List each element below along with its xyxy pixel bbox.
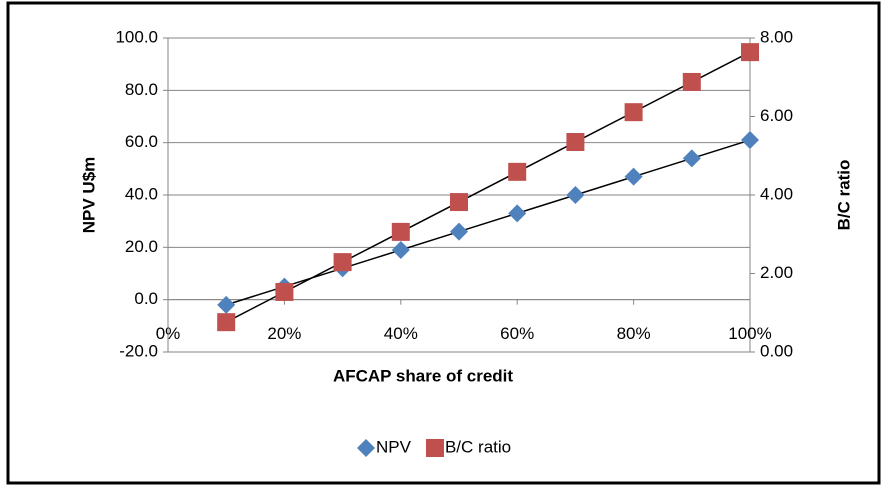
x-tick-label: 0% — [156, 324, 181, 343]
legend-label: B/C ratio — [445, 437, 511, 456]
point — [624, 103, 643, 122]
point — [741, 131, 759, 150]
y-tick-label: 60.0 — [125, 132, 158, 151]
point — [566, 133, 585, 152]
x-tick-label: 100% — [728, 324, 771, 343]
y-tick-label: 0.0 — [134, 289, 158, 308]
point — [682, 72, 701, 91]
y2-tick-label: 2.00 — [760, 263, 793, 282]
y2-tick-label: 8.00 — [760, 27, 793, 46]
y2-tick-label: 4.00 — [760, 184, 793, 203]
y-tick-label: -20.0 — [119, 341, 158, 360]
point — [217, 295, 236, 314]
x-tick-label: 60% — [500, 324, 534, 343]
y2-tick-label: 6.00 — [760, 106, 793, 125]
point — [508, 204, 527, 223]
point — [450, 193, 468, 212]
y-tick-label: 80.0 — [125, 80, 158, 99]
legend-marker — [425, 439, 444, 457]
y-tick-label: 20.0 — [125, 237, 158, 256]
y2-axis-title: B/C ratio — [834, 160, 853, 231]
point — [391, 240, 410, 259]
point — [217, 313, 236, 332]
y-axis-title: NPV U$m — [79, 157, 98, 234]
point — [508, 162, 527, 181]
x-tick-label: 40% — [384, 324, 418, 343]
y2-tick-label: 0.00 — [760, 341, 793, 360]
x-tick-label: 20% — [267, 324, 301, 343]
chart-frame — [6, 1, 881, 485]
point — [275, 282, 294, 301]
point — [624, 167, 643, 186]
x-tick-label: 80% — [617, 324, 651, 343]
point — [391, 222, 410, 241]
legend-marker — [357, 439, 375, 457]
point — [333, 253, 352, 272]
y-tick-label: 40.0 — [125, 184, 158, 203]
point — [741, 43, 759, 62]
legend-label: NPV — [376, 437, 412, 456]
point — [566, 186, 585, 204]
trendline — [225, 51, 751, 323]
y-tick-label: 100.0 — [115, 27, 158, 46]
point — [450, 222, 468, 241]
x-axis-title: AFCAP share of credit — [333, 366, 513, 385]
point — [682, 149, 701, 168]
